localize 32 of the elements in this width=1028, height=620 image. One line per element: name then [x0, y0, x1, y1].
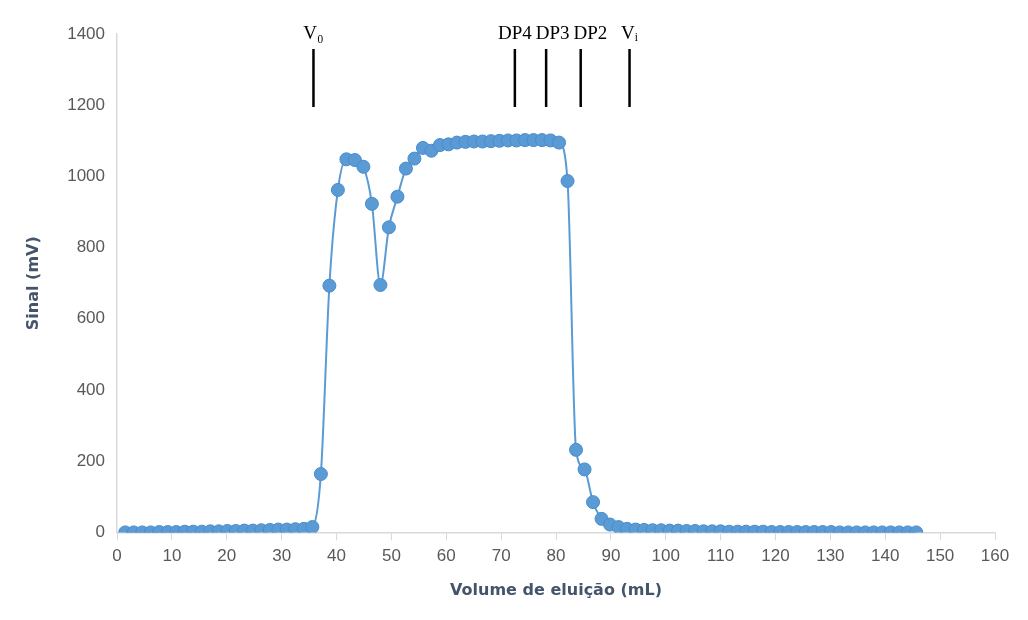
- y-tick-label: 0: [95, 522, 106, 542]
- ref-line-label: DP3: [535, 22, 570, 44]
- x-tick-label: 140: [871, 546, 900, 566]
- ref-line-label: V₀: [303, 22, 324, 44]
- x-tick-label: 90: [601, 546, 621, 566]
- x-tick-label: 70: [491, 546, 511, 566]
- x-tick-label: 160: [980, 546, 1010, 566]
- y-tick-label: 1400: [67, 23, 106, 43]
- x-tick-label: 50: [381, 546, 401, 566]
- x-axis-title: Volume de eluição (mL): [450, 579, 662, 599]
- x-tick-label: 150: [925, 546, 955, 566]
- y-axis-title: Sinal (mV): [22, 236, 42, 331]
- y-tick-label: 200: [76, 450, 106, 470]
- y-tick-label: 800: [76, 237, 106, 257]
- x-tick-label: 0: [112, 546, 122, 566]
- x-tick-label: 130: [816, 546, 845, 566]
- x-tick-label: 20: [217, 546, 237, 566]
- x-tick-label: 40: [327, 546, 346, 566]
- ref-line-label: DP4: [497, 22, 533, 44]
- x-tick-label: 60: [436, 546, 456, 566]
- x-tick-label: 120: [761, 546, 790, 566]
- x-tick-label: 110: [707, 546, 735, 566]
- ref-line-label: Vᵢ: [621, 22, 638, 44]
- x-tick-label: 10: [162, 546, 182, 566]
- x-tick-label: 100: [651, 546, 680, 566]
- y-tick-label: 1000: [67, 166, 106, 186]
- x-tick-label: 80: [546, 546, 566, 566]
- y-tick-label: 400: [76, 379, 106, 399]
- ref-line-label: DP2: [573, 22, 608, 44]
- x-tick-label: 30: [272, 546, 292, 566]
- y-tick-label: 1200: [67, 94, 106, 114]
- y-tick-label: 600: [76, 308, 106, 328]
